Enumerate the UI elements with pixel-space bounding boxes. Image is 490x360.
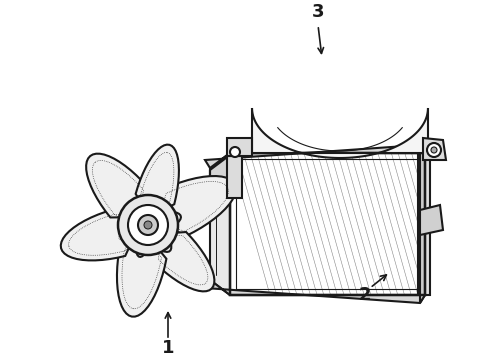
Circle shape	[128, 205, 168, 245]
Circle shape	[138, 215, 158, 235]
Polygon shape	[117, 189, 167, 316]
Polygon shape	[210, 155, 230, 200]
Circle shape	[144, 221, 152, 229]
Text: 3: 3	[312, 3, 324, 21]
Polygon shape	[86, 154, 172, 252]
Text: 1: 1	[162, 339, 174, 357]
Polygon shape	[252, 108, 428, 158]
Polygon shape	[230, 153, 425, 295]
Polygon shape	[420, 145, 425, 303]
Text: 2: 2	[359, 286, 371, 304]
Polygon shape	[61, 210, 181, 260]
Polygon shape	[420, 205, 443, 235]
Polygon shape	[205, 145, 425, 168]
Circle shape	[118, 195, 178, 255]
Polygon shape	[136, 145, 179, 257]
Circle shape	[431, 147, 437, 153]
Polygon shape	[227, 138, 252, 156]
Polygon shape	[423, 138, 446, 160]
Circle shape	[230, 147, 240, 157]
Polygon shape	[205, 280, 425, 303]
Polygon shape	[210, 153, 230, 295]
Circle shape	[427, 143, 441, 157]
Polygon shape	[126, 203, 215, 291]
Polygon shape	[227, 156, 242, 198]
Polygon shape	[111, 176, 236, 245]
Polygon shape	[418, 150, 430, 295]
